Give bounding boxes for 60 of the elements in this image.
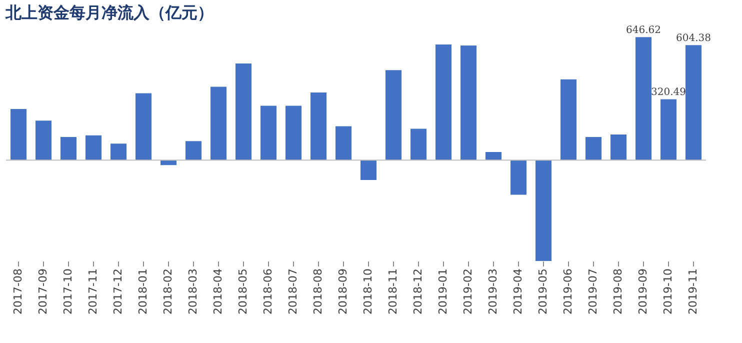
chart-title: 北上资金每月净流入（亿元） bbox=[4, 3, 214, 22]
x-tick-label: 2019-06 bbox=[562, 268, 574, 314]
x-tick-label: 2017-08 bbox=[12, 268, 24, 314]
x-tick-label: 2018-04 bbox=[212, 268, 224, 314]
bar bbox=[560, 79, 576, 160]
x-tick-label: 2019-08 bbox=[612, 268, 624, 314]
bar bbox=[486, 152, 502, 160]
bar bbox=[136, 93, 152, 160]
bar bbox=[86, 135, 102, 160]
bar bbox=[110, 144, 126, 160]
x-tick-label: 2019-03 bbox=[486, 268, 500, 314]
bar bbox=[660, 99, 676, 160]
x-tick-label: 2018-11 bbox=[386, 268, 400, 314]
data-label: 646.62 bbox=[626, 25, 661, 36]
bar bbox=[286, 106, 302, 160]
x-tick-label: 2018-09 bbox=[336, 268, 350, 314]
bar bbox=[60, 136, 76, 160]
x-tick-label: 2018-06 bbox=[262, 268, 274, 314]
x-tick-label: 2019-11 bbox=[686, 268, 700, 314]
bar bbox=[36, 120, 52, 160]
bar bbox=[10, 108, 26, 160]
bar bbox=[536, 160, 552, 261]
bar bbox=[210, 86, 226, 160]
x-tick-label: 2018-03 bbox=[186, 268, 200, 314]
bar bbox=[310, 92, 326, 160]
bar bbox=[436, 44, 452, 160]
bar bbox=[686, 45, 702, 160]
bar bbox=[410, 128, 426, 160]
bar bbox=[236, 64, 252, 160]
x-tick-label: 2019-02 bbox=[462, 268, 474, 314]
bar bbox=[360, 160, 376, 180]
bar bbox=[386, 70, 402, 160]
bar bbox=[610, 134, 626, 160]
x-tick-label: 2017-10 bbox=[62, 268, 74, 314]
bar bbox=[160, 160, 176, 166]
x-tick-label: 2019-01 bbox=[436, 268, 450, 314]
x-tick-label: 2019-09 bbox=[636, 268, 650, 314]
bar bbox=[260, 106, 276, 160]
bar bbox=[510, 160, 526, 195]
x-tick-label: 2019-04 bbox=[512, 268, 524, 314]
bar bbox=[636, 37, 652, 160]
x-tick-label: 2017-12 bbox=[112, 268, 124, 314]
x-tick-label: 2019-10 bbox=[662, 268, 674, 314]
x-tick-label: 2018-02 bbox=[162, 268, 174, 314]
x-tick-label: 2019-05 bbox=[536, 268, 550, 314]
data-label: 604.38 bbox=[676, 33, 711, 44]
x-tick-label: 2018-05 bbox=[236, 268, 250, 314]
x-tick-label: 2018-12 bbox=[412, 268, 424, 314]
x-tick-label: 2018-08 bbox=[312, 268, 324, 314]
bar bbox=[460, 45, 476, 160]
bar bbox=[336, 126, 352, 160]
x-tick-label: 2018-07 bbox=[286, 268, 300, 314]
x-tick-label: 2017-09 bbox=[36, 268, 50, 314]
x-tick-label: 2018-01 bbox=[136, 268, 150, 314]
x-tick-label: 2017-11 bbox=[86, 268, 100, 314]
x-tick-label: 2018-10 bbox=[362, 268, 374, 314]
x-tick-label: 2019-07 bbox=[586, 268, 600, 314]
data-label: 320.49 bbox=[651, 87, 686, 98]
bar bbox=[586, 136, 602, 160]
bar bbox=[186, 141, 202, 160]
